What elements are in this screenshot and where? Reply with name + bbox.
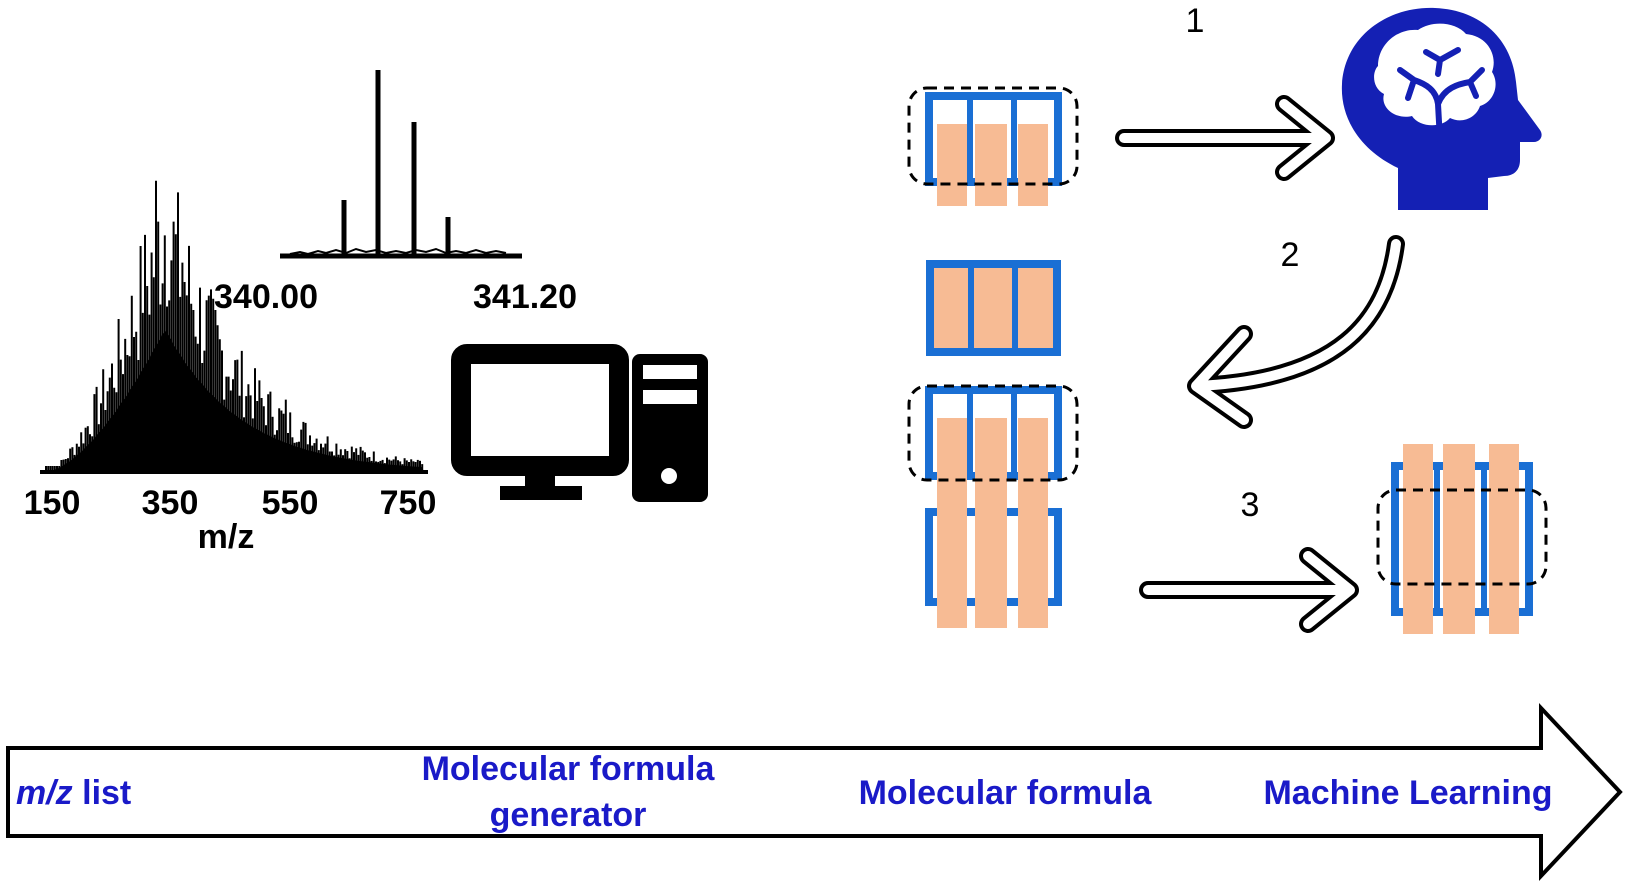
formula-block-2: [926, 260, 1061, 356]
spectrum-peaks: [45, 180, 424, 472]
x-axis-label: m/z: [198, 518, 255, 556]
stage-mz-list: m/z list: [16, 774, 131, 812]
step-number-1: 1: [1186, 2, 1205, 40]
x-tick-550: 550: [262, 484, 319, 522]
arrow-step-2: [1187, 235, 1405, 429]
inset-tick-341: 341.20: [473, 278, 577, 316]
brain-head-icon: [1341, 7, 1542, 210]
x-tick-150: 150: [24, 484, 81, 522]
step-number-3: 3: [1241, 486, 1260, 524]
stage-timeline-arrow: [6, 702, 1623, 882]
formula-block-3: [907, 384, 1079, 628]
inset-spectrum: 340.00 341.20: [214, 70, 577, 316]
arrow-step-3: [1139, 547, 1359, 633]
formula-block-1: [907, 86, 1079, 206]
step-number-2: 2: [1281, 236, 1300, 274]
arrow-step-1: [1115, 95, 1335, 181]
stage-molecular-formula: Molecular formula: [859, 774, 1153, 812]
computer-icon: [451, 344, 708, 502]
formula-block-ml-output: [1376, 444, 1548, 634]
stage-generator-line2: generator: [490, 796, 647, 834]
spectrum-envelope: [46, 331, 424, 472]
inset-tick-340: 340.00: [214, 278, 318, 316]
mz-italic-label: m/z: [16, 774, 73, 812]
x-tick-750: 750: [380, 484, 437, 522]
x-tick-350: 350: [142, 484, 199, 522]
stage-generator-line1: Molecular formula: [422, 750, 716, 788]
stage-machine-learning: Machine Learning: [1263, 774, 1552, 812]
mz-list-suffix: list: [73, 774, 132, 812]
inset-noise: [289, 247, 507, 256]
mass-spectrum: 150 350 550 750 m/z: [24, 180, 437, 556]
